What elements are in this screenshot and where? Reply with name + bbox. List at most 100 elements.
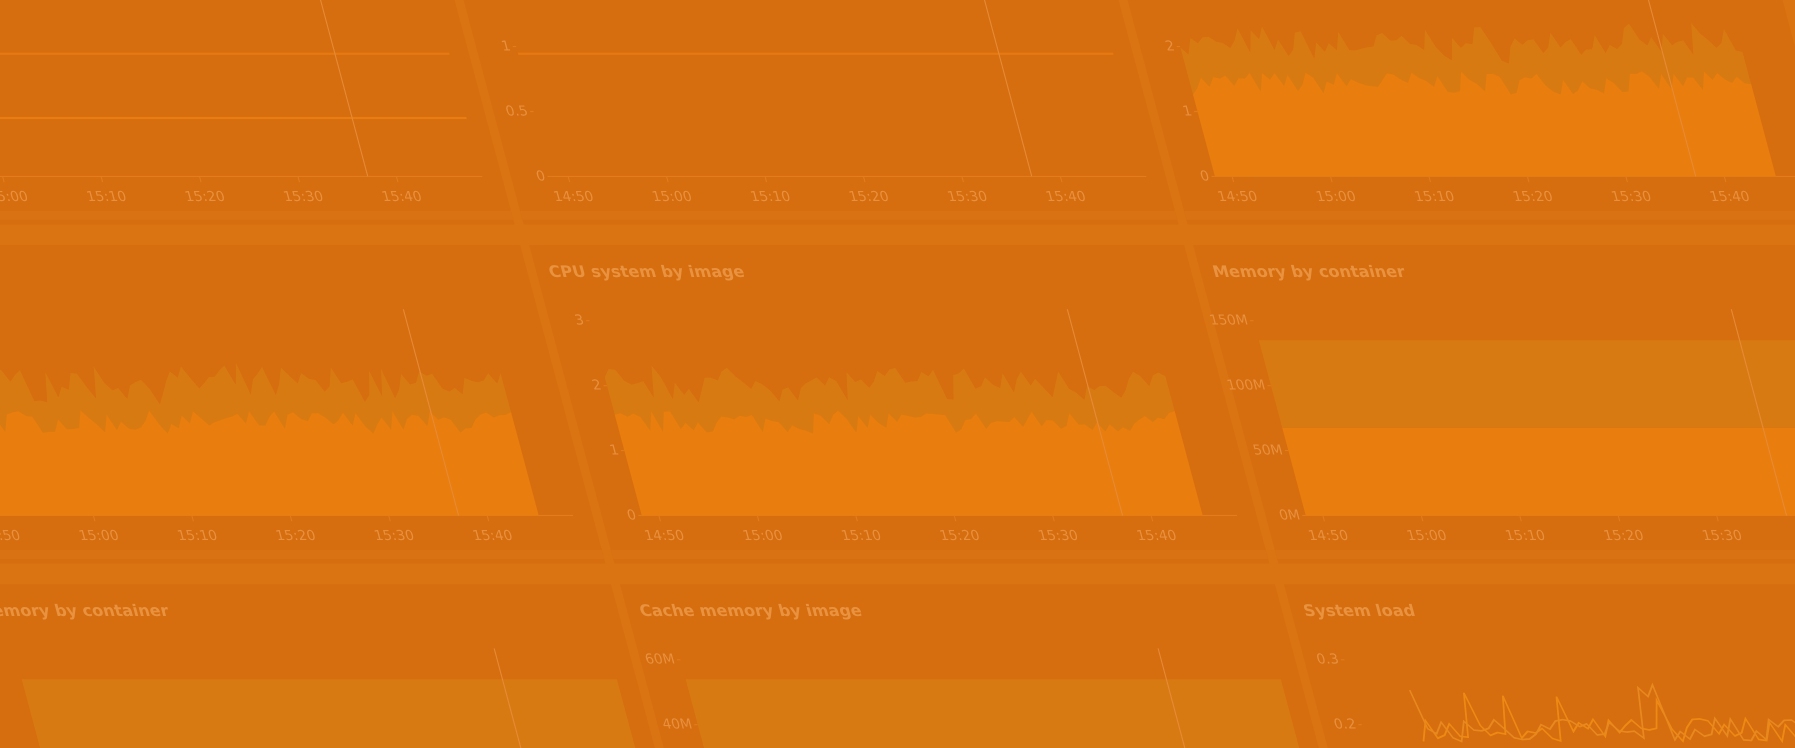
now-marker	[402, 309, 460, 516]
panel-title: System load	[1301, 601, 1417, 620]
panel-footer	[520, 210, 1178, 220]
x-tick-label: 15:10	[839, 528, 883, 544]
y-tick-label: 1	[608, 443, 621, 459]
x-tick	[1526, 176, 1530, 183]
x-tick-label: 15:10	[175, 528, 219, 544]
y-tick-label: 100M	[1225, 378, 1267, 394]
x-tick-label: 15:00	[1314, 189, 1358, 205]
x-tick	[2, 176, 5, 183]
x-tick-label: 15:40	[1135, 528, 1179, 544]
now-marker	[493, 648, 550, 748]
x-tick	[665, 176, 669, 183]
y-tick-label: 3	[573, 313, 586, 329]
panel-footer	[610, 549, 1269, 559]
x-tick	[1625, 176, 1628, 183]
x-tick	[289, 515, 293, 522]
x-tick-label: 14:50	[643, 528, 687, 544]
y-tick-label: 50M	[1251, 443, 1285, 459]
y-tick-label: 0.5	[504, 104, 530, 120]
panel-footer	[0, 549, 605, 559]
x-tick	[1052, 515, 1055, 522]
x-tick-label: 15:30	[282, 189, 326, 205]
x-tick-label: 15:20	[183, 189, 227, 205]
x-tick	[198, 176, 202, 183]
x-tick	[486, 515, 490, 522]
now-marker	[1730, 309, 1788, 516]
x-tick	[1617, 515, 1621, 522]
panel-footer	[1274, 549, 1795, 559]
x-tick	[1519, 515, 1522, 522]
y-tick-label: 40M	[661, 717, 695, 733]
x-tick-label: 15:10	[749, 189, 793, 205]
panel-footer	[1184, 210, 1795, 220]
load-line	[1408, 682, 1795, 743]
y-tick-label: 0.2	[1332, 717, 1358, 733]
panel-footer	[0, 210, 514, 220]
y-tick-label: 0	[625, 508, 638, 524]
x-tick	[395, 176, 399, 183]
block-upper	[1258, 340, 1795, 428]
x-tick-label: 15:30	[1700, 528, 1744, 544]
x-tick	[756, 515, 760, 522]
now-marker	[311, 0, 369, 177]
area-lower	[1193, 71, 1776, 177]
block-lower	[1282, 427, 1795, 516]
x-tick-label: 15:10	[85, 189, 129, 205]
now-marker	[975, 0, 1033, 177]
panel-title: Cache memory by image	[637, 601, 864, 620]
y-tick-label: 0M	[1277, 508, 1302, 524]
x-tick	[1059, 176, 1063, 183]
x-tick-label: 15:40	[1044, 189, 1088, 205]
panel-title: CPU system by image	[546, 262, 746, 281]
panel	[1284, 584, 1795, 748]
x-tick-label: 15:30	[1036, 528, 1080, 544]
y-tick-label: 1	[1181, 104, 1194, 120]
x-tick	[297, 176, 301, 183]
x-tick	[658, 515, 662, 522]
y-tick-label: 0.3	[1315, 652, 1341, 668]
y-tick-label: 0	[534, 169, 547, 185]
x-tick	[1716, 515, 1719, 522]
x-tick-label: 15:20	[938, 528, 982, 544]
x-tick-label: 15:30	[372, 528, 416, 544]
x-tick	[1322, 515, 1325, 522]
y-tick-label: 2	[590, 378, 603, 394]
block-upper	[21, 679, 641, 748]
x-tick-label: 15:00	[650, 189, 694, 205]
x-tick-label: 15:40	[380, 189, 424, 205]
block-upper	[685, 679, 1305, 748]
y-tick-label: 1	[500, 39, 513, 55]
y-tick-label: 60M	[643, 652, 677, 668]
x-tick	[1150, 515, 1154, 522]
x-tick	[191, 515, 194, 522]
x-tick	[764, 176, 768, 183]
x-tick-label: 14:50	[1307, 528, 1351, 544]
x-tick	[388, 515, 391, 522]
y-tick-label: 2	[1164, 39, 1177, 55]
x-tick-label: 14:50	[1216, 189, 1260, 205]
x-tick	[855, 515, 858, 522]
x-tick-label: 15:20	[847, 189, 891, 205]
x-tick	[961, 176, 965, 183]
x-tick	[1428, 176, 1432, 183]
x-tick-label: 15:00	[1405, 528, 1449, 544]
load-line	[1422, 692, 1795, 744]
now-marker	[1157, 648, 1214, 748]
area-lower	[614, 410, 1203, 516]
x-tick	[1723, 176, 1727, 183]
x-tick-label: 15:30	[1610, 189, 1654, 205]
y-tick-label: 0	[1198, 169, 1211, 185]
x-tick-label: 15:40	[471, 528, 515, 544]
x-tick-label: 15:20	[274, 528, 318, 544]
x-tick-label: 15:00	[77, 528, 121, 544]
x-tick	[100, 176, 104, 183]
x-tick-label: 15:30	[946, 189, 990, 205]
x-tick-label: 14:50	[0, 528, 22, 544]
panel-title: Memory by container	[1210, 262, 1407, 281]
x-tick	[953, 515, 957, 522]
x-tick	[1231, 176, 1235, 183]
x-tick-label: 15:20	[1602, 528, 1646, 544]
x-tick-label: 15:00	[0, 189, 30, 205]
panel	[438, 0, 1179, 225]
x-tick-label: 15:40	[1708, 189, 1752, 205]
